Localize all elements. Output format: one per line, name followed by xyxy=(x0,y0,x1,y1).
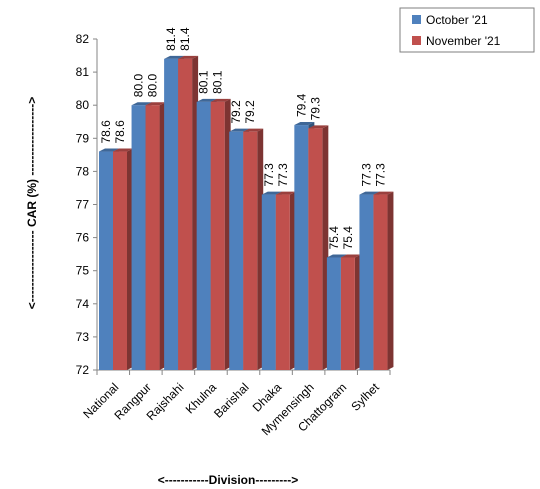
data-label: 80.0 xyxy=(132,74,146,98)
legend-box xyxy=(399,7,535,53)
bar-november xyxy=(243,128,264,370)
bar-november xyxy=(145,102,166,370)
data-label: 81.4 xyxy=(164,27,178,51)
data-label: 80.1 xyxy=(197,70,211,94)
data-label: 79.2 xyxy=(229,100,243,124)
bar-november xyxy=(113,148,133,370)
bar-november xyxy=(308,125,329,371)
data-label: 81.4 xyxy=(178,27,192,51)
bars xyxy=(99,55,394,371)
y-tick-label: 72 xyxy=(76,363,90,377)
data-label: 77.3 xyxy=(276,163,290,187)
bar-november xyxy=(178,55,199,371)
y-axis-title: <------------------ CAR (%) ------------… xyxy=(25,97,39,310)
x-tick-label: Sylhet xyxy=(348,380,382,414)
data-label: 79.3 xyxy=(308,97,322,121)
legend-swatch-november xyxy=(412,36,421,45)
y-tick-label: 79 xyxy=(76,131,90,145)
legend-swatch-october xyxy=(412,15,421,24)
data-label: 80.0 xyxy=(146,74,160,98)
y-tick-label: 80 xyxy=(76,98,90,112)
data-label: 77.3 xyxy=(373,163,387,187)
data-label: 77.3 xyxy=(359,163,373,187)
y-axis: 72 73 74 75 76 77 78 79 80 81 82 xyxy=(76,32,98,377)
data-label: 75.4 xyxy=(341,226,355,250)
x-axis xyxy=(96,369,391,375)
y-tick-label: 76 xyxy=(76,231,90,245)
y-tick-label: 74 xyxy=(76,297,90,311)
x-tick-label: Barishal xyxy=(211,380,252,421)
y-tick-label: 82 xyxy=(76,32,90,46)
data-label: 79.4 xyxy=(294,93,308,117)
legend-label-october: October '21 xyxy=(426,13,488,27)
category-labels: NationalRangpurRajshahiKhulnaBarishalDha… xyxy=(80,380,382,438)
x-axis-title: <-----------Division---------> xyxy=(158,473,299,487)
bar-november xyxy=(210,98,231,370)
y-tick-label: 77 xyxy=(76,198,90,212)
y-tick-label: 81 xyxy=(76,65,90,79)
bar-november xyxy=(373,191,394,370)
data-label: 79.2 xyxy=(243,100,257,124)
y-tick-label: 73 xyxy=(76,330,90,344)
data-label: 78.6 xyxy=(99,120,113,144)
data-label: 75.4 xyxy=(327,226,341,250)
y-tick-label: 78 xyxy=(76,164,90,178)
legend-label-november: November '21 xyxy=(426,34,501,48)
bar-november xyxy=(275,191,296,370)
data-label: 80.1 xyxy=(211,70,225,94)
data-label: 78.6 xyxy=(113,120,127,144)
y-tick-label: 75 xyxy=(76,264,90,278)
value-labels: 78.6 78.6 80.0 80.0 81.4 81.4 80.1 80.1 79.2 79.2… xyxy=(99,27,387,249)
bar-november xyxy=(340,254,361,370)
data-label: 77.3 xyxy=(262,163,276,187)
legend: October '21 November '21 xyxy=(399,7,535,53)
